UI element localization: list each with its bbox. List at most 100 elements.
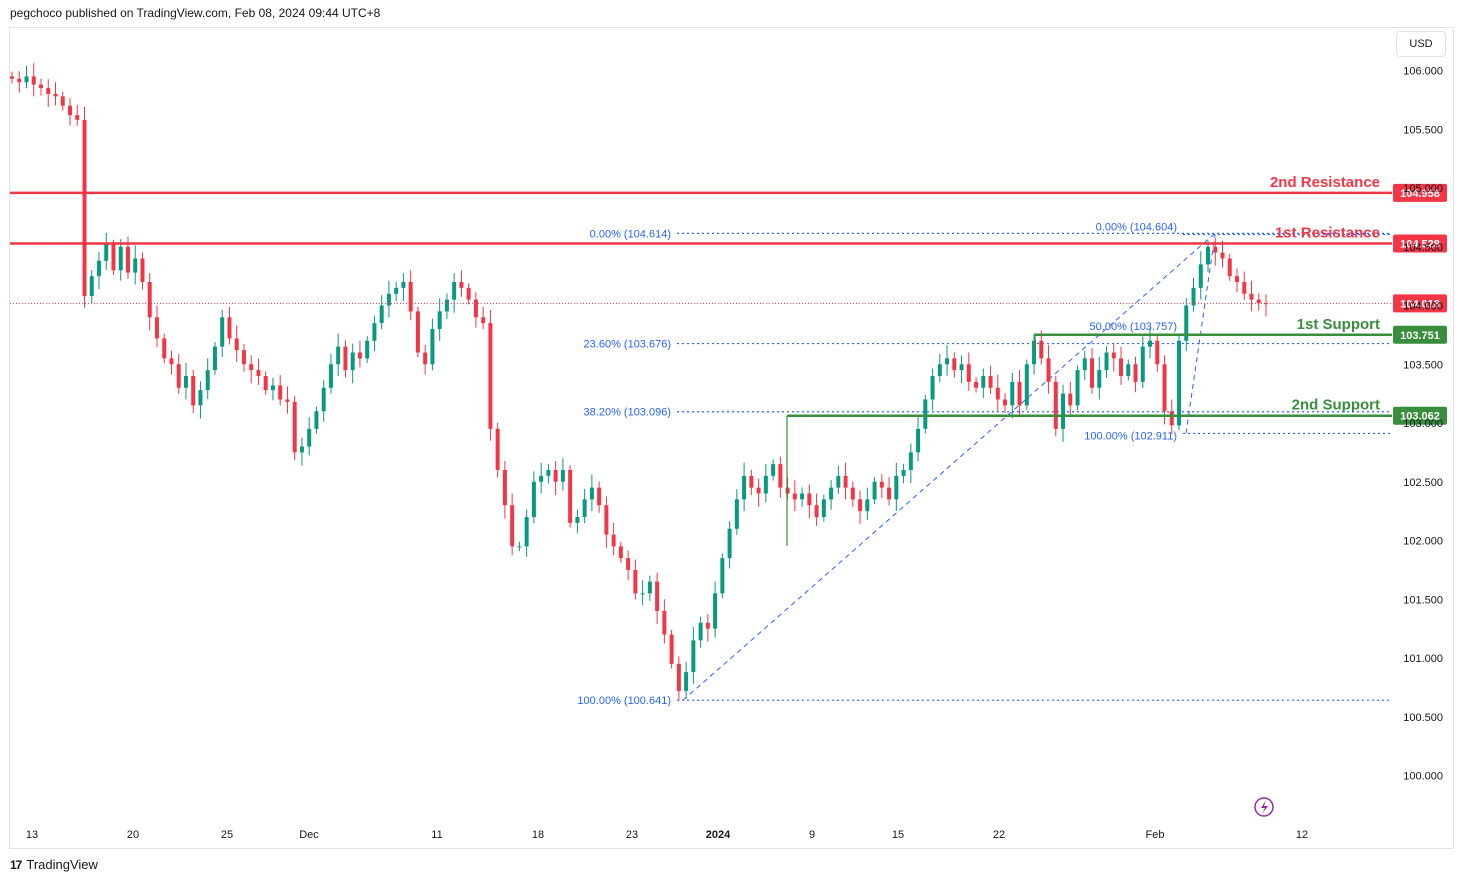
candle-body bbox=[560, 470, 565, 482]
candle-body bbox=[1162, 364, 1167, 412]
candle-body bbox=[336, 346, 341, 365]
candle-body bbox=[531, 481, 536, 517]
candle-body bbox=[379, 305, 384, 324]
level-label: 1st Support bbox=[1297, 316, 1380, 333]
candle-body bbox=[981, 376, 986, 388]
candle-body bbox=[75, 115, 80, 120]
candle-body bbox=[1126, 364, 1131, 376]
candle-body bbox=[749, 475, 754, 488]
candle-body bbox=[713, 593, 718, 629]
candle-body bbox=[205, 370, 210, 391]
fib-level-label: 100.00% (102.911) bbox=[1084, 430, 1177, 442]
candle-body bbox=[473, 299, 478, 318]
candle-body bbox=[1242, 282, 1247, 294]
candle-body bbox=[104, 244, 109, 261]
candle-body bbox=[321, 387, 326, 412]
candle-body bbox=[930, 376, 935, 400]
candle-body bbox=[546, 470, 551, 476]
time-axis[interactable]: 13 20 25 Dec 11 18 23 2024 9 15 22 Feb 12 bbox=[26, 829, 1308, 841]
candle-body bbox=[742, 475, 747, 500]
candle-body bbox=[1249, 293, 1254, 300]
candle-body bbox=[1039, 340, 1044, 359]
level-price-tag-text: 103.062 bbox=[1400, 411, 1440, 423]
candle-body bbox=[974, 381, 979, 388]
tradingview-logo-icon: 17 bbox=[10, 857, 22, 872]
candle-body bbox=[640, 593, 645, 595]
candle-body bbox=[212, 346, 217, 371]
candle-body bbox=[495, 428, 500, 470]
candle-body bbox=[734, 499, 739, 529]
candle-body bbox=[1061, 393, 1066, 429]
candle-body bbox=[1003, 399, 1008, 406]
fib-level-label: 50.00% (103.757) bbox=[1090, 321, 1177, 333]
candle-body bbox=[31, 76, 36, 85]
chart-frame bbox=[9, 27, 1454, 849]
candle-body bbox=[524, 517, 529, 547]
price-tick-label: 102.500 bbox=[1403, 477, 1443, 489]
candle-body bbox=[1046, 358, 1051, 382]
candle-body bbox=[357, 352, 362, 359]
time-tick-label: 18 bbox=[532, 829, 544, 841]
candle-body bbox=[234, 338, 239, 351]
candle-body bbox=[1090, 358, 1095, 388]
candle-body bbox=[307, 428, 312, 447]
level-label: 2nd Support bbox=[1292, 397, 1380, 414]
candle-body bbox=[966, 364, 971, 382]
time-tick-label: 15 bbox=[892, 829, 904, 841]
candle-body bbox=[1148, 340, 1153, 347]
candle-body bbox=[1010, 381, 1015, 406]
candle-body bbox=[1169, 411, 1174, 426]
price-tick-label: 100.500 bbox=[1403, 712, 1443, 724]
fib-level-label: 0.00% (104.614) bbox=[590, 228, 671, 240]
candle-body bbox=[60, 96, 65, 106]
lightning-icon[interactable] bbox=[1254, 797, 1274, 817]
candle-body bbox=[220, 317, 225, 347]
candle-body bbox=[241, 350, 246, 365]
candle-body bbox=[676, 663, 681, 691]
price-axis[interactable]: 106.000 105.500 105.000 104.500 104.000 103.5… bbox=[1403, 66, 1443, 783]
price-tick-label: 102.000 bbox=[1403, 536, 1443, 548]
price-tick-label: 105.000 bbox=[1403, 183, 1443, 195]
candle-body bbox=[655, 581, 660, 611]
fib-level-label: 38.20% (103.096) bbox=[584, 407, 671, 419]
candle-body bbox=[1191, 287, 1196, 306]
candle-body bbox=[778, 464, 783, 488]
candle-body bbox=[901, 470, 906, 476]
candle-body bbox=[988, 376, 993, 388]
price-tick-label: 104.500 bbox=[1403, 242, 1443, 254]
candle-body bbox=[821, 499, 826, 517]
fib-level-label: 100.00% (100.641) bbox=[577, 695, 671, 707]
candle-body bbox=[945, 358, 950, 365]
candle-body bbox=[125, 246, 130, 273]
candles bbox=[10, 63, 1268, 702]
candle-body bbox=[879, 481, 884, 488]
price-tick-label: 106.000 bbox=[1403, 66, 1443, 78]
time-tick-label: 22 bbox=[993, 829, 1005, 841]
candle-body bbox=[365, 340, 370, 359]
candle-body bbox=[553, 470, 558, 482]
candle-body bbox=[1235, 276, 1240, 282]
candle-body bbox=[1155, 340, 1160, 365]
time-tick-label: 23 bbox=[626, 829, 638, 841]
currency-selector[interactable]: USD bbox=[1396, 31, 1446, 57]
candle-body bbox=[401, 282, 406, 288]
level-price-tag-text: 104.528 bbox=[1400, 238, 1440, 250]
price-tick-label: 101.500 bbox=[1403, 594, 1443, 606]
fib-level-label: 0.00% (104.604) bbox=[1096, 222, 1177, 234]
candle-body bbox=[575, 517, 580, 523]
candle-body bbox=[263, 376, 268, 391]
price-tick-label: 103.500 bbox=[1403, 359, 1443, 371]
candle-body bbox=[1068, 393, 1073, 406]
candle-body bbox=[437, 311, 442, 329]
candle-body bbox=[691, 640, 696, 673]
candle-body bbox=[386, 293, 391, 306]
fib-level-label: 23.60% (103.676) bbox=[584, 339, 671, 351]
price-tick-label: 103.000 bbox=[1403, 418, 1443, 430]
candle-body bbox=[597, 487, 602, 506]
level-label: 1st Resistance bbox=[1275, 224, 1380, 241]
candle-body bbox=[771, 464, 776, 476]
time-tick-label: 13 bbox=[26, 829, 38, 841]
candle-body bbox=[698, 622, 703, 641]
level-price-tag-text: 103.751 bbox=[1400, 330, 1440, 342]
